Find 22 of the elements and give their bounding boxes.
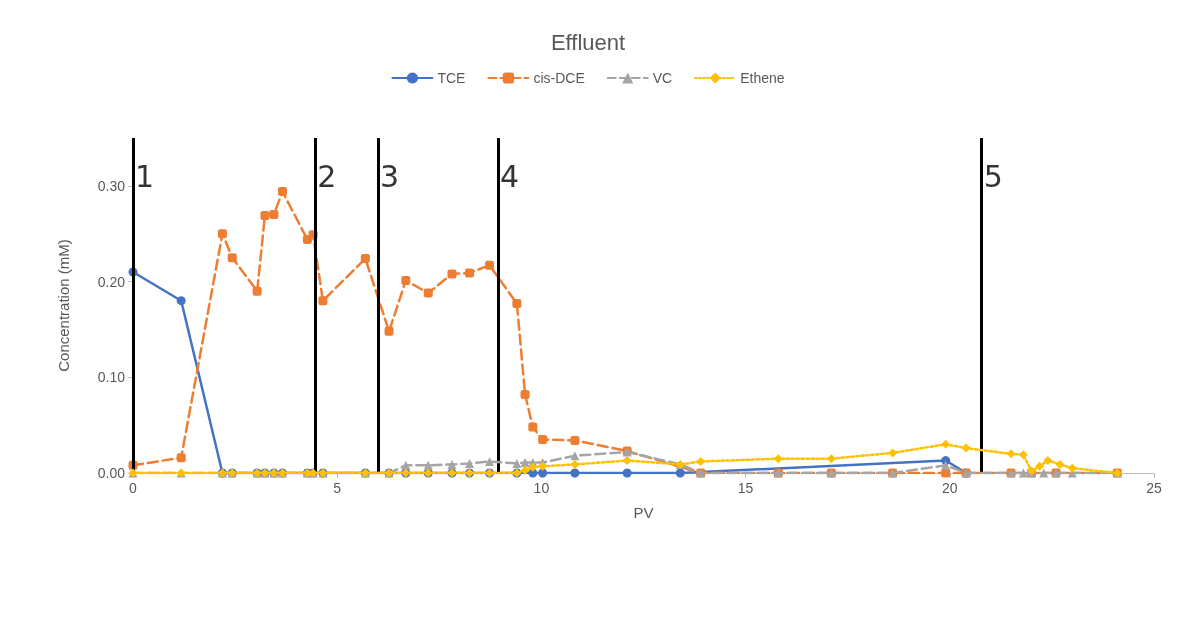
x-tick-label: 25: [1146, 480, 1162, 496]
annotation: 2: [317, 158, 337, 194]
y-tick-label: 0.10: [97, 369, 126, 386]
y-tick-label: 0.00: [97, 465, 126, 481]
legend-label: cis-DCE: [533, 70, 585, 86]
x-tick-label: 20: [942, 480, 958, 496]
x-axis-title: PV: [633, 504, 654, 521]
y-tick-label: 0.20: [97, 273, 126, 290]
annotation: 5: [983, 158, 1003, 194]
x-tick-label: 0: [129, 480, 138, 496]
legend-label: TCE: [437, 70, 466, 86]
legend-label: VC: [652, 70, 673, 86]
annotation: 1: [135, 158, 155, 194]
annotation: 3: [380, 158, 400, 194]
legend-label: Ethene: [740, 70, 785, 86]
chart-title: Effluent: [550, 29, 626, 55]
x-tick-label: 5: [333, 480, 342, 496]
x-tick-label: 10: [533, 480, 550, 496]
annotation: 4: [500, 158, 520, 194]
x-tick-label: 15: [737, 480, 754, 496]
y-tick-label: 0.30: [97, 177, 126, 194]
y-axis-title: Concentration (mM): [55, 239, 72, 372]
